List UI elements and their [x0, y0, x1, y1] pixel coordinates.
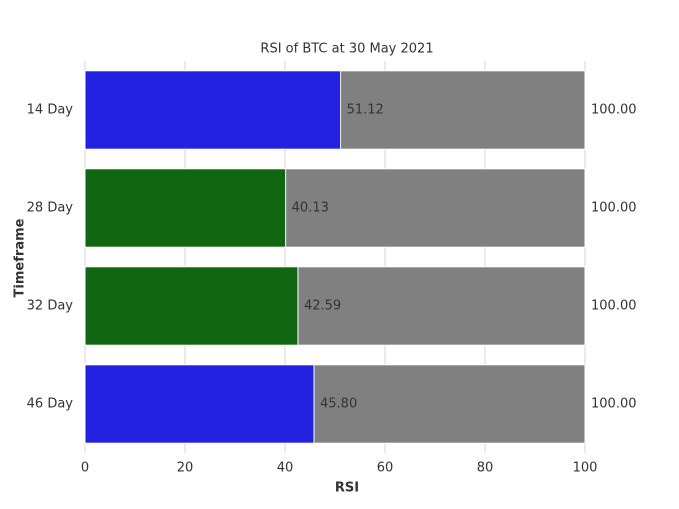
value-label: 100.00 [591, 201, 637, 216]
value-label: 51.12 [347, 103, 384, 118]
bar [84, 364, 315, 444]
y-tick-label: 32 Day [27, 299, 74, 314]
value-label: 42.59 [304, 299, 341, 314]
bar [84, 266, 299, 346]
y-tick-label: 28 Day [27, 201, 74, 216]
bar [84, 168, 287, 248]
value-label: 45.80 [320, 397, 357, 412]
y-tick-label: 46 Day [27, 397, 74, 412]
x-tick-label: 100 [573, 461, 598, 476]
bar [84, 70, 342, 150]
y-axis-label: Timeframe [13, 218, 28, 297]
x-tick-label: 40 [277, 461, 294, 476]
x-tick-label: 20 [177, 461, 194, 476]
x-tick-label: 80 [477, 461, 494, 476]
x-axis-label: RSI [335, 481, 359, 496]
chart-title: RSI of BTC at 30 May 2021 [260, 42, 433, 57]
value-label: 100.00 [591, 103, 637, 118]
x-tick-label: 60 [377, 461, 394, 476]
value-label: 100.00 [591, 397, 637, 412]
value-label: 40.13 [292, 201, 329, 216]
x-tick-label: 0 [81, 461, 89, 476]
value-label: 100.00 [591, 299, 637, 314]
y-tick-label: 14 Day [27, 103, 74, 118]
